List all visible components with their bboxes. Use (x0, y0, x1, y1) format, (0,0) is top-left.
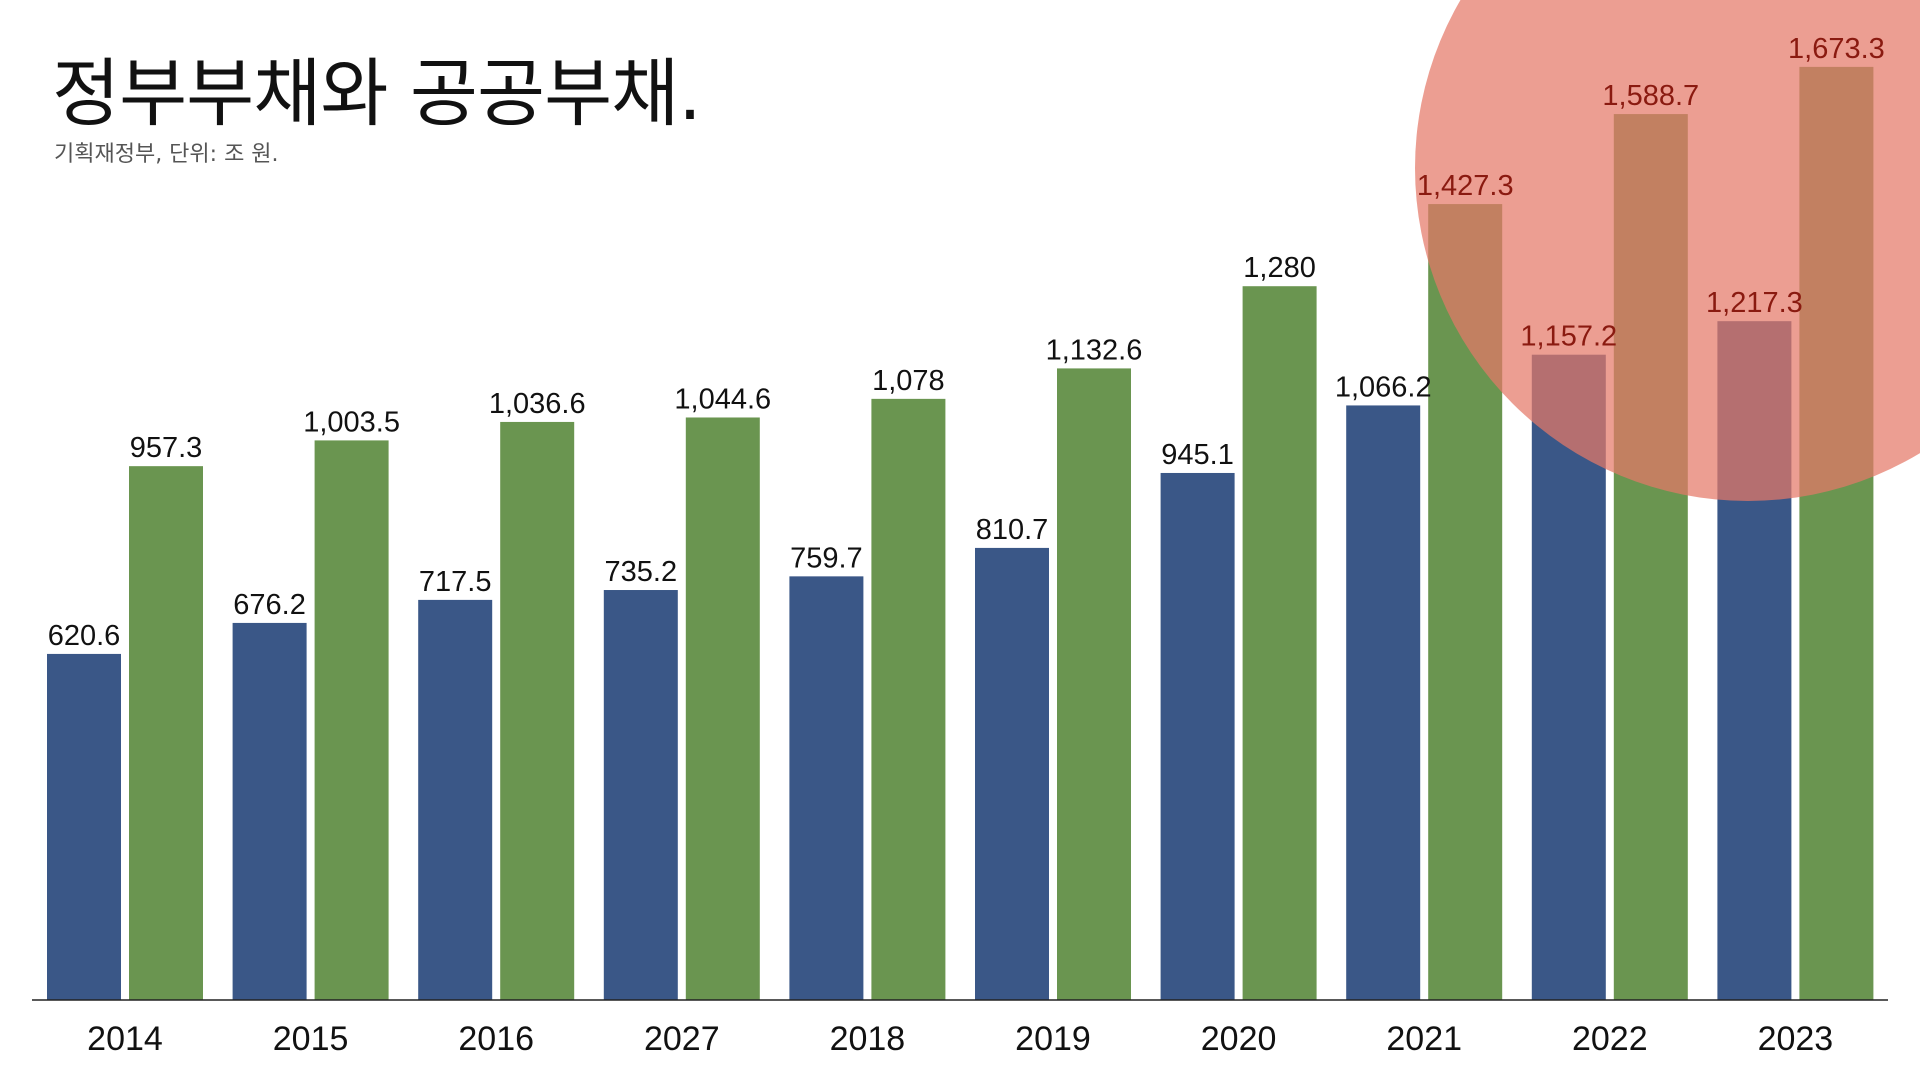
government-debt-bar-2021 (1346, 405, 1421, 1000)
public-debt-label-2014: 957.3 (130, 432, 203, 464)
government-debt-bar-2016 (418, 599, 493, 1000)
labels-layer: 620.6 957.3 2014 676.2 1,003.5 2015 717.5 1,036… (48, 33, 1885, 1058)
chart-title: 정부부채와 공공부채. (52, 51, 702, 137)
public-debt-label-2016: 1,036.6 (489, 388, 586, 420)
government-debt-bar-2014 (47, 653, 121, 1000)
x-tick-label-2023: 2023 (1758, 1020, 1834, 1058)
government-debt-label-2022: 1,157.2 (1520, 321, 1617, 353)
government-debt-label-2019: 810.7 (976, 514, 1049, 546)
x-tick-label-2020: 2020 (1201, 1020, 1277, 1058)
public-debt-bar-2014 (129, 466, 203, 1001)
public-debt-label-2018: 1,078 (872, 365, 945, 397)
highlight-circle (1415, 0, 1920, 501)
government-debt-label-2014: 620.6 (48, 620, 121, 652)
x-tick-label-2022: 2022 (1572, 1020, 1648, 1058)
government-debt-label-2023: 1,217.3 (1706, 287, 1803, 319)
public-debt-label-2021: 1,427.3 (1417, 170, 1514, 202)
public-debt-label-2019: 1,132.6 (1046, 334, 1143, 366)
x-tick-label-2021: 2021 (1386, 1020, 1462, 1058)
x-tick-label-2027: 2027 (644, 1020, 720, 1058)
government-debt-label-2020: 945.1 (1161, 439, 1234, 471)
x-tick-label-2018: 2018 (830, 1020, 906, 1058)
public-debt-label-2022: 1,588.7 (1602, 80, 1699, 112)
public-debt-bar-2015 (314, 440, 389, 1000)
public-debt-bar-2016 (500, 421, 575, 1000)
government-debt-bar-2020 (1160, 472, 1235, 1000)
public-debt-label-2020: 1,280 (1243, 252, 1316, 284)
government-debt-bar-2018 (789, 576, 864, 1000)
chart-subtitle: 기획재정부, 단위: 조 원. (54, 142, 279, 167)
public-debt-bar-2019 (1057, 368, 1131, 1000)
x-tick-label-2014: 2014 (87, 1020, 163, 1058)
government-debt-bar-2019 (975, 547, 1049, 1000)
public-debt-bar-2018 (871, 398, 946, 1001)
government-debt-bar-2015 (232, 622, 307, 1000)
x-tick-label-2015: 2015 (273, 1020, 349, 1058)
public-debt-bar-2020 (1242, 286, 1317, 1000)
public-debt-bar-2027 (685, 417, 760, 1000)
public-debt-label-2023: 1,673.3 (1788, 33, 1885, 65)
government-debt-label-2015: 676.2 (233, 589, 306, 621)
public-debt-label-2027: 1,044.6 (674, 383, 771, 415)
government-debt-label-2021: 1,066.2 (1335, 371, 1432, 403)
x-tick-label-2016: 2016 (458, 1020, 534, 1058)
government-debt-bar-2027 (603, 590, 678, 1000)
x-tick-label-2019: 2019 (1015, 1020, 1091, 1058)
government-debt-label-2016: 717.5 (419, 566, 492, 598)
government-debt-label-2018: 759.7 (790, 542, 863, 574)
public-debt-label-2015: 1,003.5 (303, 406, 400, 438)
highlight-layer (1415, 0, 1920, 501)
government-debt-label-2027: 735.2 (605, 556, 678, 588)
